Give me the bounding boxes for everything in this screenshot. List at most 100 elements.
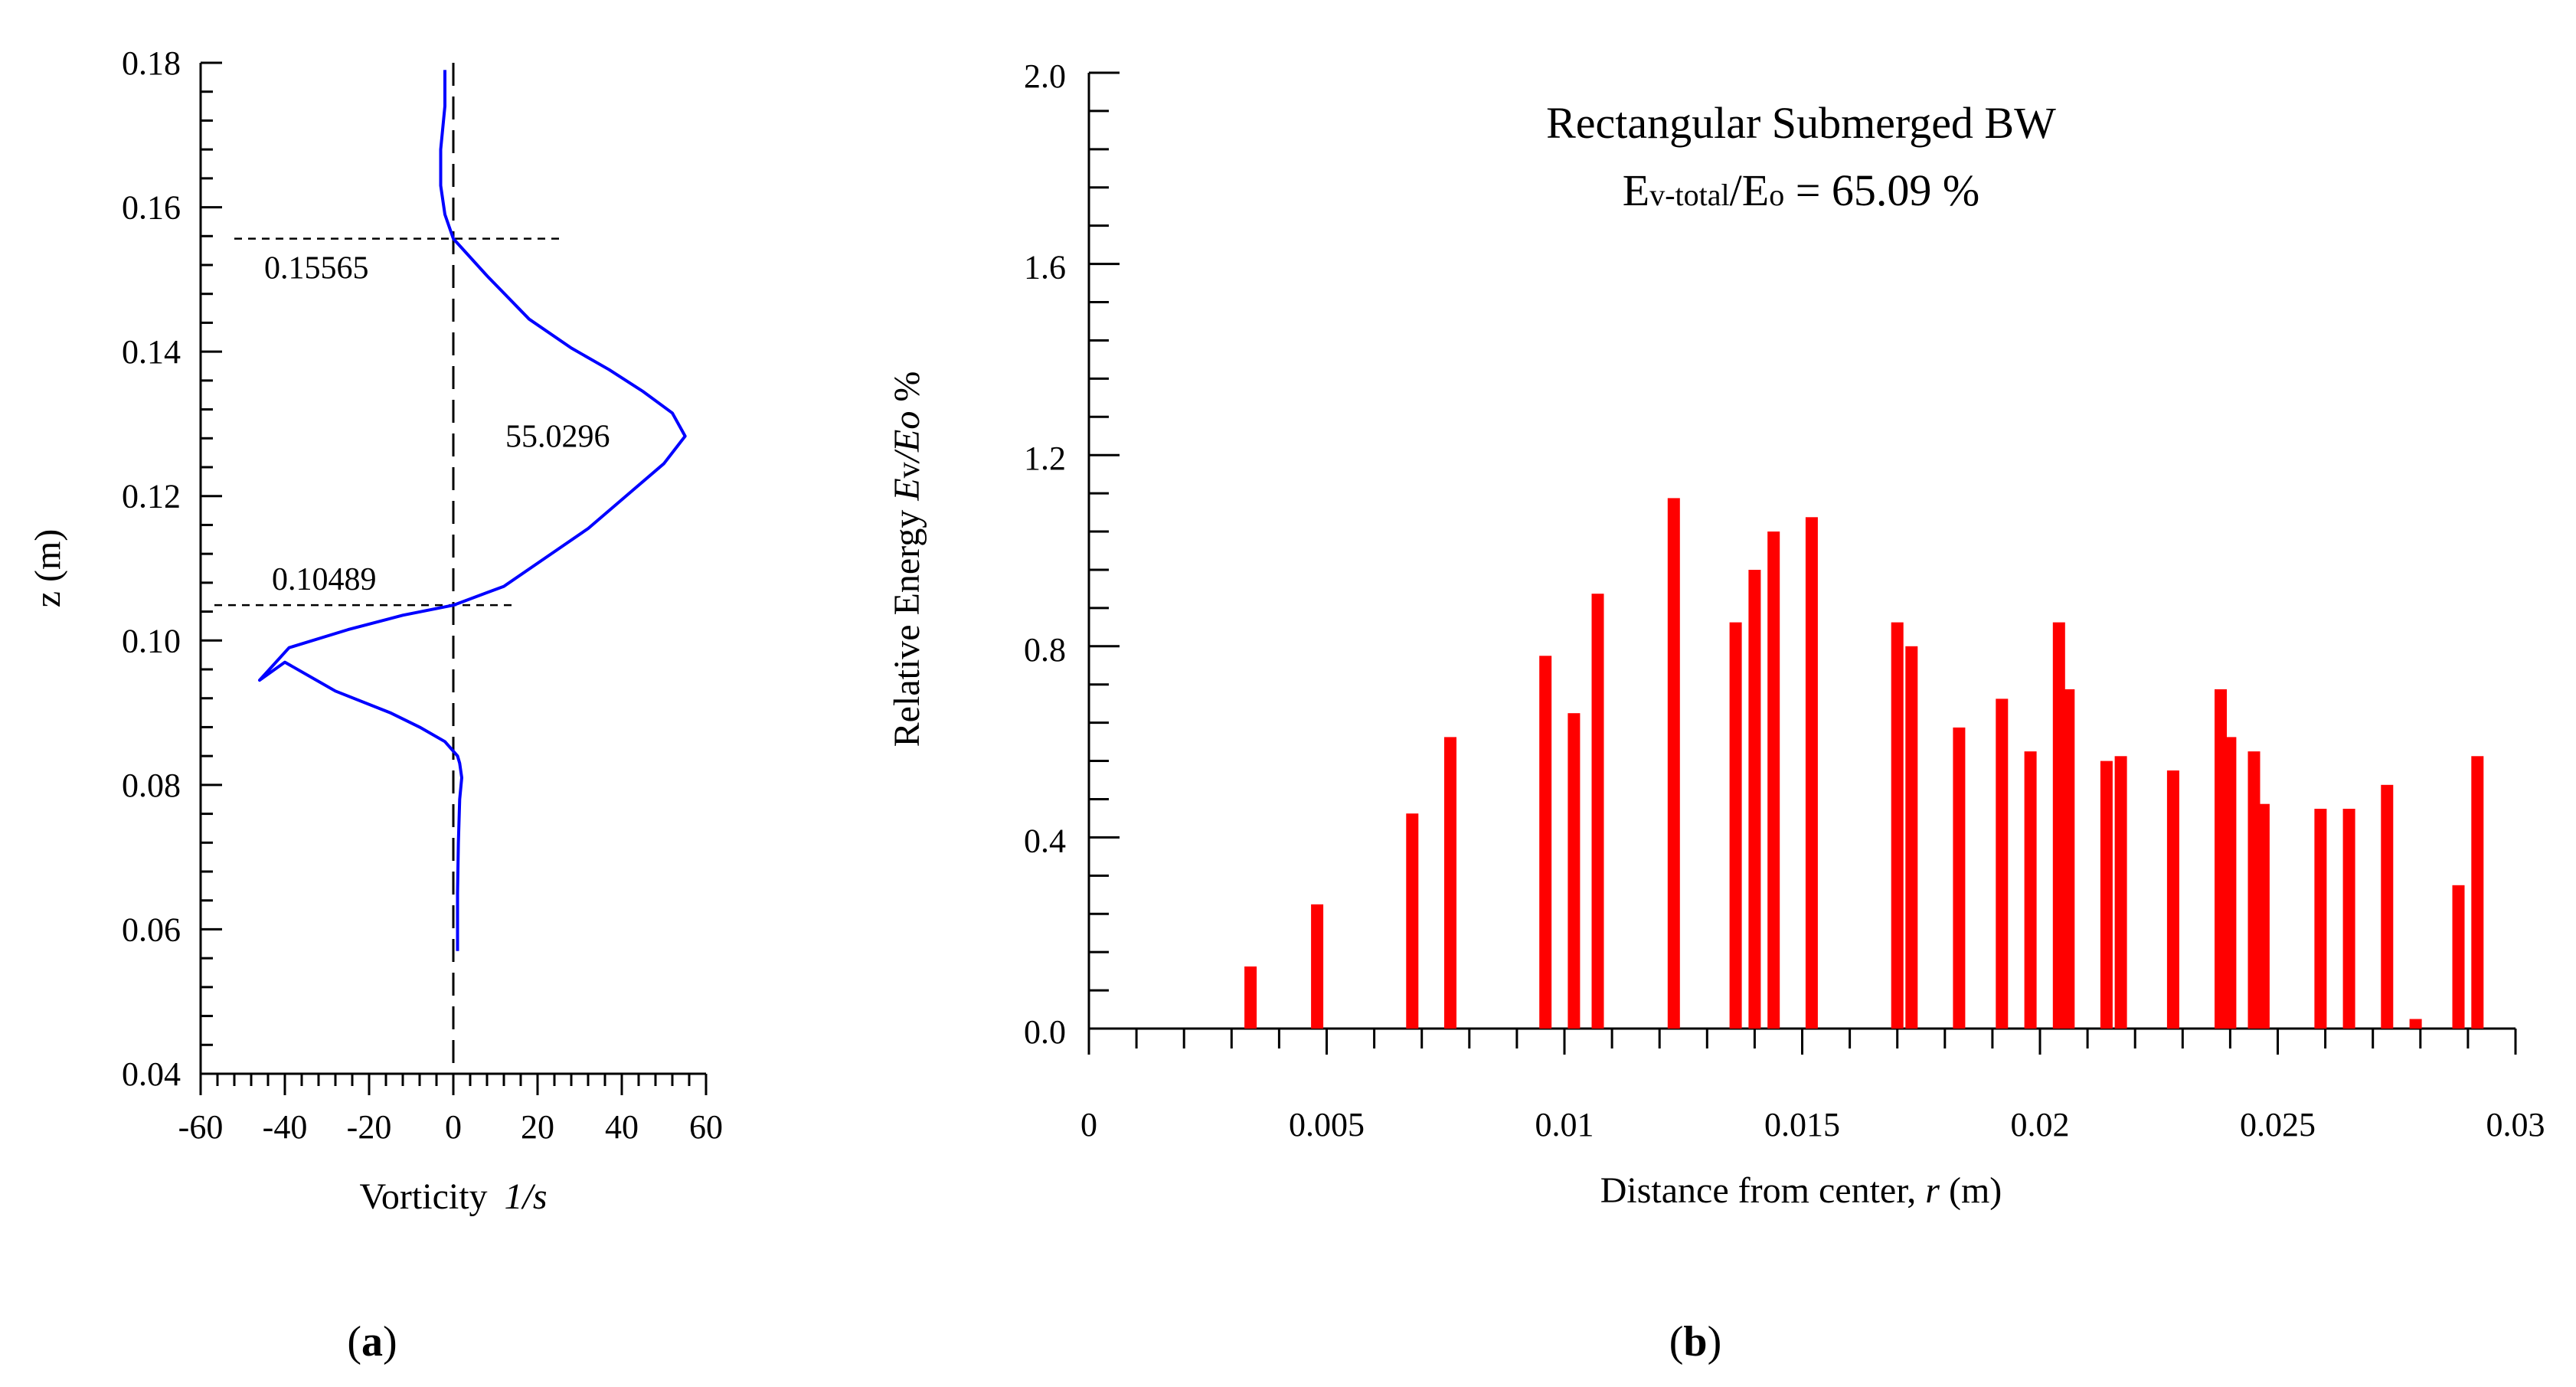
- panel-b-y-tick-label: 1.2: [1024, 440, 1066, 477]
- panel-b-subtitle-eo: /E: [1730, 165, 1770, 215]
- panel-b-x-axis-title: Distance from center, r (m): [1600, 1170, 2002, 1211]
- panel-a-y-tick-label: 0.14: [122, 333, 181, 371]
- panel-b-x-tick-label: 0.01: [1535, 1106, 1594, 1143]
- panel-b-bar: [1406, 813, 1419, 1029]
- panel-a: -60 -40 -20 0 20 40 60 0.04 0.06 0.08 0.10 0.12 0.1…: [28, 44, 723, 1366]
- panel-b-bar: [2409, 1019, 2422, 1029]
- panel-a-x-tick-label: 40: [605, 1108, 639, 1146]
- panel-b-subtitle-sub2: o: [1769, 178, 1784, 212]
- panel-b-y-axis-title-prefix: Relative Energy: [887, 501, 927, 747]
- panel-b-bar: [1767, 532, 1780, 1029]
- panel-a-reference-lines: [214, 63, 564, 1074]
- panel-b-subtitle-value: = 65.09 %: [1784, 165, 1979, 215]
- panel-b-bar: [1805, 517, 1818, 1029]
- panel-a-x-tick-label: -60: [178, 1108, 224, 1146]
- panel-b: 0 0.005 0.01 0.015 0.02 0.025 0.03 0.0 0.4 0.8 1.…: [887, 57, 2545, 1366]
- panel-a-label-letter: a: [361, 1318, 383, 1366]
- panel-a-vorticity-line: [258, 70, 687, 951]
- panel-a-label: (a): [347, 1318, 397, 1366]
- panel-a-x-tick-label: -20: [347, 1108, 392, 1146]
- panel-b-bar: [2314, 809, 2327, 1029]
- panel-b-bar: [2257, 803, 2270, 1029]
- panel-a-y-ticks: 0.04 0.06 0.08 0.10 0.12 0.14 0.16 0.18: [122, 44, 222, 1093]
- panel-a-y-tick-label: 0.06: [122, 911, 181, 948]
- panel-b-bar: [2215, 689, 2227, 1029]
- panel-a-y-tick-label: 0.10: [122, 622, 181, 659]
- panel-b-x-axis-title-var: r: [1925, 1170, 1940, 1211]
- panel-a-x-axis-title: Vorticity 1/s: [359, 1176, 547, 1217]
- panel-b-y-axis-title-e: E: [887, 478, 927, 501]
- panel-a-x-axis-title-text: Vorticity: [359, 1176, 487, 1217]
- panel-b-label-letter: b: [1683, 1318, 1707, 1366]
- panel-b-y-tick-label: 0.0: [1024, 1013, 1066, 1051]
- panel-b-label-close: ): [1708, 1318, 1722, 1366]
- panel-b-bar: [2224, 737, 2237, 1029]
- panel-a-x-tick-label: -40: [263, 1108, 308, 1146]
- panel-b-bar: [2381, 784, 2394, 1029]
- panel-b-bar: [1591, 594, 1604, 1029]
- panel-b-x-tick-label: 0.02: [2011, 1106, 2070, 1143]
- panel-b-x-tick-label: 0.015: [1764, 1106, 1840, 1143]
- panel-b-x-axis-title-text: Distance from center,: [1600, 1170, 1926, 1211]
- panel-b-subtitle-sub: v-total: [1649, 178, 1729, 212]
- panel-a-label-close: ): [383, 1318, 397, 1366]
- panel-b-bar: [2452, 885, 2465, 1029]
- panel-b-x-tick-label: 0: [1080, 1106, 1097, 1143]
- panel-b-bar: [2062, 689, 2075, 1029]
- panel-a-annotation: 0.10489: [272, 562, 377, 597]
- panel-a-y-tick-label: 0.04: [122, 1055, 181, 1093]
- panel-a-x-axis-title-unit: 1/s: [505, 1176, 548, 1217]
- panel-b-bar: [1539, 656, 1552, 1029]
- panel-b-y-axis-title-suffix: %: [887, 371, 927, 411]
- panel-b-y-axis-title-eo: /Eo: [887, 411, 927, 465]
- panel-b-subtitle: Ev-total/Eo = 65.09 %: [1623, 165, 1979, 215]
- panel-b-bar: [2052, 622, 2065, 1029]
- panel-a-x-tick-label: 0: [445, 1108, 462, 1146]
- panel-b-subtitle-e: E: [1623, 165, 1649, 215]
- panel-b-bar: [1905, 646, 1918, 1029]
- panel-b-bar: [1667, 498, 1680, 1029]
- panel-b-axes: [1087, 73, 2516, 1030]
- panel-b-bar: [2342, 809, 2355, 1029]
- panel-b-bar: [2024, 751, 2037, 1029]
- panel-b-y-tick-label: 0.8: [1024, 631, 1066, 669]
- panel-b-bar: [1953, 727, 1966, 1029]
- panel-b-bar: [2471, 756, 2484, 1029]
- panel-b-y-tick-label: 1.6: [1024, 249, 1066, 286]
- panel-b-label: (b): [1669, 1318, 1721, 1366]
- panel-a-y-tick-label: 0.08: [122, 767, 181, 804]
- panel-b-x-tick-label: 0.03: [2486, 1106, 2545, 1143]
- panel-a-y-axis-title: z (m): [28, 529, 68, 608]
- panel-b-y-tick-label: 0.4: [1024, 822, 1066, 859]
- panel-a-x-ticks: -60 -40 -20 0 20 40 60: [178, 1074, 723, 1146]
- panel-b-x-axis-title-unit: (m): [1940, 1170, 2002, 1211]
- panel-b-bar: [2166, 770, 2179, 1029]
- panel-b-bar: [1244, 966, 1257, 1029]
- panel-b-y-axis-title: Relative Energy Ev/Eo %: [887, 371, 927, 747]
- panel-a-y-tick-label: 0.16: [122, 189, 181, 227]
- panel-b-bar: [1996, 698, 2009, 1029]
- panel-b-bar: [1891, 622, 1904, 1029]
- panel-b-y-ticks: 0.0 0.4 0.8 1.2 1.6 2.0: [1024, 57, 1120, 1051]
- panel-b-title: Rectangular Submerged BW: [1546, 98, 2056, 148]
- panel-a-y-tick-label: 0.18: [122, 44, 181, 82]
- panel-a-annotations: 0.15565 55.0296 0.10489: [264, 251, 610, 598]
- panel-a-x-tick-label: 60: [689, 1108, 723, 1146]
- panel-a-label-open: (: [347, 1318, 361, 1366]
- panel-b-bar: [2114, 756, 2127, 1029]
- panel-b-x-ticks: 0 0.005 0.01 0.015 0.02 0.025 0.03: [1080, 1029, 2545, 1143]
- panel-b-y-tick-label: 2.0: [1024, 57, 1066, 95]
- panel-a-y-tick-label: 0.12: [122, 478, 181, 515]
- panel-b-label-open: (: [1669, 1318, 1684, 1366]
- panel-a-annotation: 55.0296: [505, 419, 610, 454]
- panel-b-bar: [1444, 737, 1456, 1029]
- panel-a-annotation: 0.15565: [264, 251, 369, 286]
- panel-b-x-tick-label: 0.005: [1289, 1106, 1365, 1143]
- panel-b-y-axis-title-sub: v: [891, 462, 927, 478]
- panel-b-bar: [1568, 713, 1581, 1029]
- panel-b-bar: [1311, 904, 1324, 1029]
- panel-b-bars: [1244, 498, 2484, 1029]
- panel-b-x-tick-label: 0.025: [2240, 1106, 2316, 1143]
- panel-b-bar: [2247, 751, 2261, 1029]
